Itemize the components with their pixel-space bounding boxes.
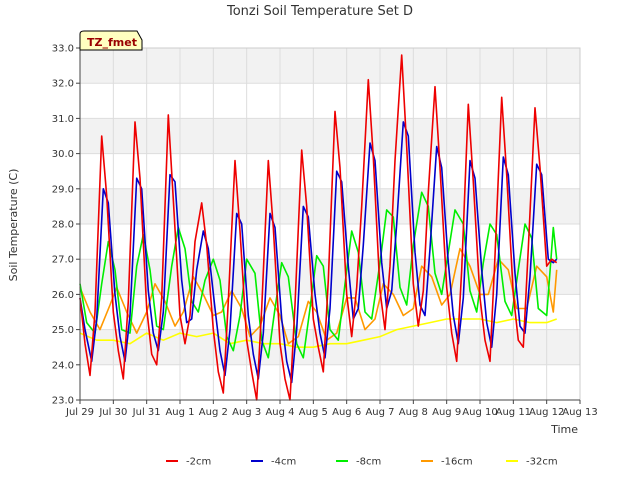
series-line--4cm (79, 121, 558, 384)
plot-band (80, 329, 580, 365)
y-tick-label: 28.0 (52, 220, 74, 231)
y-tick-label: 29.0 (52, 184, 74, 195)
x-tick-label: Jul 29 (65, 407, 94, 418)
legend-label--4cm: -4cm (271, 457, 296, 468)
x-tick-label: Aug 13 (562, 407, 597, 418)
x-tick-labels: Jul 29 Jul 30 Jul 31 Aug 1 Aug 2 Aug 3 Aug 4 Au… (65, 400, 598, 418)
legend: -2cm -4cm -8cm -16cm -32cm (166, 457, 558, 468)
y-tick-label: 25.0 (52, 325, 74, 336)
badge-text: TZ_fmet (87, 36, 137, 49)
x-tick-label: Aug 3 (232, 407, 261, 418)
y-tick-label: 31.0 (52, 114, 74, 125)
y-tick-label: 23.0 (52, 396, 74, 407)
site-badge: TZ_fmet (79, 30, 143, 51)
plot-band (80, 259, 580, 295)
x-tick-label: Aug 6 (332, 407, 361, 418)
legend-label--2cm: -2cm (186, 457, 211, 468)
badge-box (79, 30, 143, 51)
y-tick-label: 33.0 (52, 44, 74, 55)
series-layer (79, 54, 558, 401)
x-tick-label: Aug 10 (462, 407, 497, 418)
x-axis-label: Time (550, 423, 578, 436)
x-tick-label: Jul 30 (98, 407, 127, 418)
x-tick-label: Aug 5 (299, 407, 328, 418)
x-tick-label: Aug 4 (265, 407, 294, 418)
y-tick-labels: 23.0 24.0 25.0 26.0 27.0 28.0 29.0 30.0 31.0 32.0… (52, 44, 80, 407)
legend-label--8cm: -8cm (356, 457, 381, 468)
y-tick-label: 27.0 (52, 255, 74, 266)
y-tick-label: 24.0 (52, 360, 74, 371)
legend-label--32cm: -32cm (526, 457, 558, 468)
series-line--2cm (79, 54, 558, 401)
x-tick-label: Aug 12 (529, 407, 564, 418)
x-tick-label: Jul 31 (132, 407, 161, 418)
y-axis-label: Soil Temperature (C) (7, 169, 20, 282)
x-tick-label: Aug 7 (365, 407, 394, 418)
y-tick-label: 32.0 (52, 79, 74, 90)
plot-band (80, 118, 580, 154)
x-tick-label: Aug 8 (399, 407, 428, 418)
chart-title: Tonzi Soil Temperature Set D (226, 4, 413, 19)
x-tick-label: Aug 2 (199, 407, 228, 418)
x-tick-label: Aug 1 (165, 407, 194, 418)
y-tick-label: 26.0 (52, 290, 74, 301)
plot-band (80, 48, 580, 84)
x-tick-label: Aug 11 (496, 407, 531, 418)
legend-label--16cm: -16cm (441, 457, 473, 468)
x-tick-label: Aug 9 (432, 407, 461, 418)
y-tick-label: 30.0 (52, 149, 74, 160)
